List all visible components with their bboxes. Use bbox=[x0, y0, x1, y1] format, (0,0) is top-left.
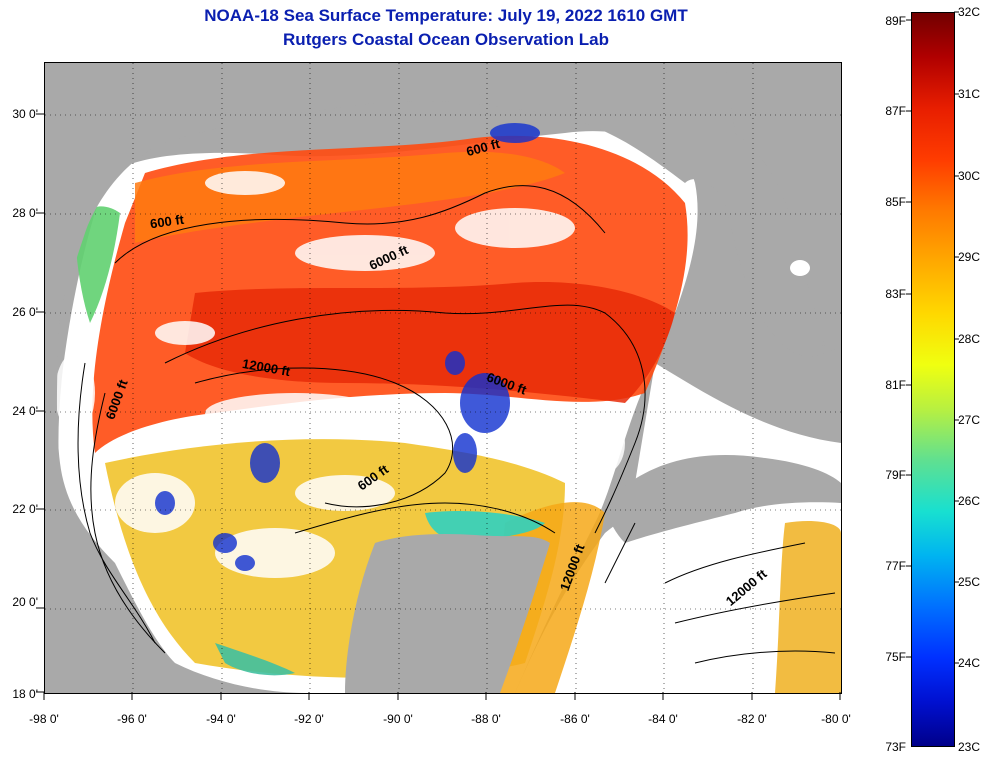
sst-map[interactable] bbox=[44, 62, 842, 694]
lon-label-92: -92 0' bbox=[294, 712, 324, 726]
yucatan-land bbox=[345, 533, 550, 693]
colorbar-label-29c: 29C bbox=[958, 250, 981, 264]
lon-label-88: -88 0' bbox=[471, 712, 501, 726]
lon-label-90: -90 0' bbox=[383, 712, 413, 726]
contour-12000ft-carib bbox=[604, 522, 636, 584]
lat-label-28: 28 0' bbox=[12, 206, 38, 220]
colorbar-label-25c: 25C bbox=[958, 575, 981, 589]
lat-label-30: 30 0' bbox=[12, 107, 38, 121]
contour-600ft-yucatan bbox=[294, 502, 556, 534]
contour-600ft-north bbox=[114, 185, 606, 264]
lon-label-86: -86 0' bbox=[560, 712, 590, 726]
lat-label-20: 20 0' bbox=[12, 595, 38, 609]
colorbar-label-27c: 27C bbox=[958, 413, 981, 427]
grid-lines bbox=[45, 63, 841, 693]
lon-label-98: -98 0' bbox=[29, 712, 59, 726]
sst-hot-core bbox=[185, 282, 675, 403]
map-title: NOAA-18 Sea Surface Temperature: July 19… bbox=[204, 6, 688, 25]
sst-green-texas bbox=[75, 206, 120, 323]
colorbar-label-77f: 77F bbox=[885, 559, 906, 573]
cuba-land bbox=[605, 455, 841, 543]
cloud-patches bbox=[55, 171, 625, 578]
lat-label-26: 26 0' bbox=[12, 305, 38, 319]
lon-label-96: -96 0' bbox=[117, 712, 147, 726]
florida-land bbox=[725, 63, 841, 351]
lon-label-82: -82 0' bbox=[737, 712, 767, 726]
colorbar-label-75f: 75F bbox=[885, 650, 906, 664]
sst-yellow-caribbean bbox=[775, 521, 841, 693]
map-subtitle: Rutgers Coastal Ocean Observation Lab bbox=[283, 30, 609, 49]
contour-caribbean bbox=[664, 542, 836, 664]
colorbar-label-31c: 31C bbox=[958, 87, 981, 101]
caribbean-water bbox=[515, 490, 841, 693]
bathymetry-contours bbox=[77, 185, 836, 664]
lon-label-80: -80 0' bbox=[821, 712, 851, 726]
contour-600ft-mex bbox=[77, 362, 156, 644]
mexico-land bbox=[45, 313, 305, 693]
sst-green-south bbox=[215, 643, 295, 676]
colorbar-label-81f: 81F bbox=[885, 378, 906, 392]
colorbar-label-89f: 89F bbox=[885, 14, 906, 28]
colorbar-label-23c: 23C bbox=[958, 740, 981, 754]
colorbar-label-28c: 28C bbox=[958, 332, 981, 346]
colorbar-label-87f: 87F bbox=[885, 104, 906, 118]
us-land bbox=[45, 63, 841, 357]
colorbar-label-79f: 79F bbox=[885, 468, 906, 482]
contour-12000ft bbox=[194, 367, 454, 508]
colorbar-label-26c: 26C bbox=[958, 494, 981, 508]
lat-label-22: 22 0' bbox=[12, 502, 38, 516]
temperature-colorbar bbox=[911, 12, 955, 747]
colorbar-label-83f: 83F bbox=[885, 287, 906, 301]
colorbar-label-30c: 30C bbox=[958, 169, 981, 183]
map-canvas bbox=[45, 63, 841, 693]
contour-6000ft bbox=[164, 304, 646, 534]
sst-cyan-yucatan bbox=[425, 511, 545, 541]
lon-label-94: -94 0' bbox=[206, 712, 236, 726]
lake-okeechobee bbox=[790, 260, 810, 276]
lat-label-18: 18 0' bbox=[12, 687, 38, 701]
colorbar-label-24c: 24C bbox=[958, 656, 981, 670]
colorbar-label-85f: 85F bbox=[885, 195, 906, 209]
contour-6000ft-west bbox=[90, 392, 166, 654]
cold-speckles bbox=[155, 123, 540, 571]
lon-label-84: -84 0' bbox=[648, 712, 678, 726]
colorbar-label-32c: 32C bbox=[958, 5, 981, 19]
colorbar-label-73f: 73F bbox=[885, 740, 906, 754]
lat-label-24: 24 0' bbox=[12, 404, 38, 418]
